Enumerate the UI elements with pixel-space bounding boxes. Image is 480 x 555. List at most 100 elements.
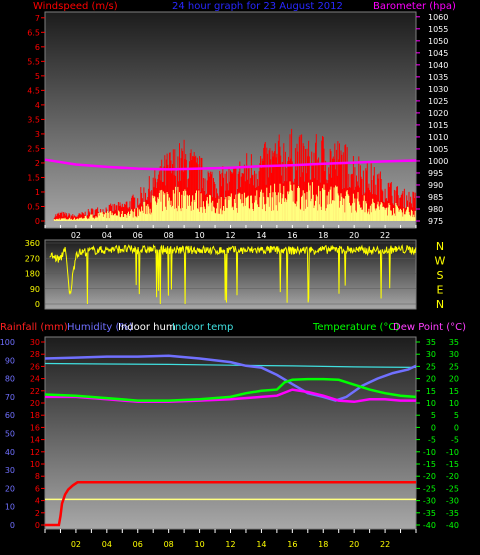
wind-x-tick-label: 12 [225,231,235,240]
indoor-hum-label: Indoor hum [118,322,176,333]
percent-tick-label: 10 [5,503,15,512]
temp-x-tick-label: 16 [287,540,297,549]
rain-tick-label: 26 [30,362,40,371]
percent-tick-label: 40 [5,448,15,457]
temp-tick-label-left: -25 [423,484,436,493]
chart-title: 24 hour graph for 23 August 2012 [172,1,343,12]
windspeed-label: Windspeed (m/s) [33,1,118,12]
temp-tick-label-left: -20 [423,472,436,481]
percent-axis: 0 10 20 30 40 50 60 70 80 90 100 [0,338,15,530]
baro-y-tick-label: 1055 [428,25,448,34]
rain-tick-label: 4 [35,497,40,506]
wind-y-tick-label: 4 [35,101,40,110]
rain-tick-label: 18 [30,411,40,420]
percent-tick-label: 100 [0,338,15,347]
wind-direction-line [49,243,417,305]
temp-tick-label-left: 15 [426,387,436,396]
wind-y-tick-label: 0.5 [27,202,40,211]
temp-axis-left: -40 -35 -30 -25 -20 -15 -10 -5 0 5 10 15 20 25 30 35 [423,338,436,530]
rainfall-line [45,481,416,527]
temperature-label: Temperature (°C) [312,322,399,333]
temp-tick-label-right: 20 [449,375,459,384]
baro-y-tick-label: 995 [428,169,443,178]
rain-tick-label: 0 [35,521,40,530]
baro-y-tick-label: 980 [428,205,443,214]
percent-tick-label: 90 [5,356,15,365]
rain-tick-label: 16 [30,423,40,432]
indoor-temp-label: Indoor temp [172,322,233,333]
temp-x-tick-label: 02 [71,540,81,549]
rain-tick-label: 28 [30,350,40,359]
wind-x-tick-label: 20 [349,231,359,240]
compass-letter: E [437,284,444,297]
humidity-label: Humidity (%) [67,322,133,333]
wind-y-tick-label: 6 [35,43,40,52]
baro-y-tick-label: 1050 [428,37,448,46]
temp-time-axis: 02 04 06 08 10 12 14 16 18 20 22 [71,540,390,549]
baro-y-tick-label: 1005 [428,145,448,154]
percent-tick-label: 80 [5,375,15,384]
direction-tick-label: 270 [25,254,40,263]
wind-y-tick-label: 7 [35,14,40,23]
wind-y-tick-label: 4.5 [27,86,40,95]
wind-x-tick-label: 22 [380,231,390,240]
wind-x-tick-label: 18 [318,231,328,240]
temp-x-tick-label: 22 [380,540,390,549]
barometer-label: Barometer (hpa) [373,1,456,12]
percent-tick-label: 50 [5,430,15,439]
baro-y-tick-label: 1035 [428,73,448,82]
barometer-axis: 975 980 985 990 995 1000 1005 1010 1015 1020 1025 1… [428,13,448,226]
percent-tick-label: 20 [5,484,15,493]
compass-letter: S [437,269,444,282]
baro-y-tick-label: 1030 [428,85,448,94]
temp-tick-label-right: 35 [449,338,459,347]
wind-speed-axis: 0 0.5 1 1.5 2 2.5 3 3.5 4 4.5 5 5.5 6 6.5 7 [27,14,40,226]
wind-y-tick-label: 2 [35,159,40,168]
temp-tick-label-right: 15 [449,387,459,396]
temp-tick-label-right: -10 [446,448,459,457]
temp-tick-label-left: -35 [423,509,436,518]
temp-tick-label-right: -20 [446,472,459,481]
indoor-temp-line [44,362,417,368]
baro-y-tick-label: 1020 [428,109,448,118]
compass-letter: N [436,298,444,311]
rain-tick-label: 10 [30,460,40,469]
wind-y-tick-label: 5 [35,72,40,81]
baro-y-tick-label: 1040 [428,61,448,70]
wind-y-tick-label: 3.5 [27,115,40,124]
temp-tick-label-left: 30 [426,350,436,359]
baro-y-tick-label: 990 [428,181,443,190]
wind-x-tick-label: 08 [164,231,174,240]
wind-x-tick-label: 14 [256,231,266,240]
temp-x-tick-label: 14 [256,540,266,549]
temp-x-tick-label: 10 [194,540,204,549]
percent-tick-label: 60 [5,411,15,420]
direction-panel-bg [44,239,417,310]
temp-x-tick-label: 08 [164,540,174,549]
wind-y-tick-label: 3 [35,130,40,139]
direction-tick-label: 0 [35,300,40,309]
temp-tick-label-right: 30 [449,350,459,359]
temp-tick-label-right: 25 [449,362,459,371]
percent-tick-label: 0 [10,521,15,530]
wind-x-tick-label: 04 [102,231,112,240]
temp-x-tick-label: 18 [318,540,328,549]
wind-y-tick-label: 0 [35,217,40,226]
direction-tick-label: 90 [30,285,40,294]
percent-tick-label: 30 [5,466,15,475]
temp-tick-label-right: -5 [451,436,459,445]
gust-series [53,181,416,221]
rain-tick-label: 8 [35,472,40,481]
temp-tick-label-left: -5 [428,436,436,445]
temp-tick-label-left: -10 [423,448,436,457]
temp-tick-label-right: -30 [446,497,459,506]
temp-x-tick-label: 06 [133,540,143,549]
temp-tick-label-left: -30 [423,497,436,506]
percent-tick-label: 70 [5,393,15,402]
baro-y-tick-label: 975 [428,217,443,226]
rainfall-label: Rainfall (mm) [0,322,68,333]
temp-x-tick-label: 12 [225,540,235,549]
